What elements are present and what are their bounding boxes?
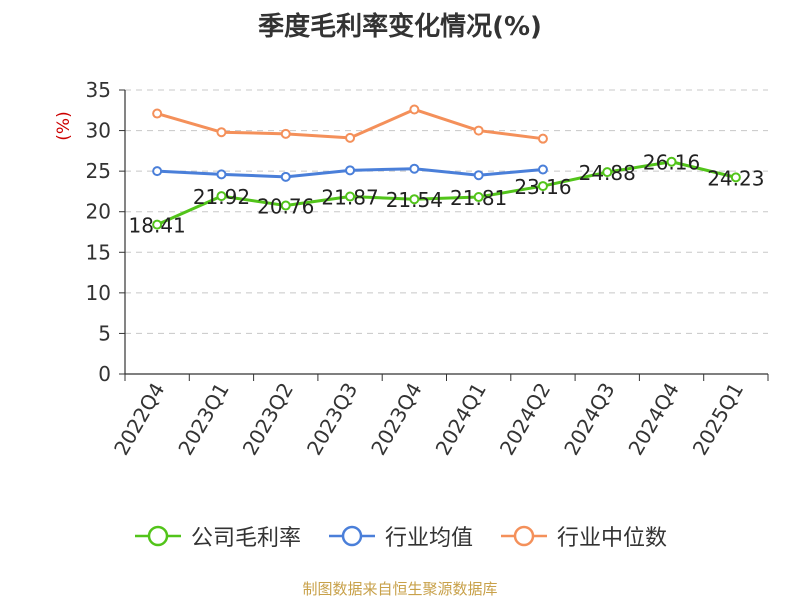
data-point <box>152 108 163 119</box>
legend-marker-icon <box>134 525 181 547</box>
source-note: 制图数据来自恒生聚源数据库 <box>302 580 498 598</box>
x-tick-label: 2024Q3 <box>559 379 619 460</box>
data-point <box>409 194 420 205</box>
data-point <box>345 132 356 143</box>
data-point <box>409 104 420 115</box>
legend-item-0: 公司毛利率 <box>133 520 301 552</box>
data-label: 21.81 <box>450 186 507 210</box>
data-label: 26.16 <box>643 151 700 175</box>
data-point <box>345 191 356 202</box>
legend: 公司毛利率 行业均值 行业中位数 <box>0 520 800 552</box>
x-tick-label: 2025Q1 <box>688 379 748 460</box>
y-tick-label: 35 <box>86 78 111 102</box>
legend-label: 公司毛利率 <box>190 526 301 551</box>
x-tick-label: 2022Q4 <box>109 379 169 460</box>
x-tick-label: 2024Q2 <box>495 379 555 460</box>
data-point <box>537 181 548 192</box>
data-point <box>280 171 291 182</box>
data-point <box>152 166 163 177</box>
x-tick-label: 2024Q1 <box>431 379 491 460</box>
x-tick-label: 2023Q4 <box>366 379 426 460</box>
data-label: 21.92 <box>193 185 250 209</box>
data-point <box>602 167 613 178</box>
data-point <box>345 165 356 176</box>
data-label: 23.16 <box>514 175 571 199</box>
data-label: 21.54 <box>386 188 443 212</box>
legend-item-2: 行业中位数 <box>499 520 667 552</box>
data-label: 20.76 <box>257 195 314 219</box>
data-point <box>152 219 163 230</box>
data-label: 18.41 <box>129 214 186 238</box>
x-tick-label: 2024Q4 <box>623 379 683 460</box>
data-point <box>537 164 548 175</box>
y-tick-label: 25 <box>86 159 111 183</box>
y-tick-label: 5 <box>98 321 111 345</box>
data-point <box>216 169 227 180</box>
data-point <box>537 133 548 144</box>
data-point <box>473 192 484 203</box>
y-axis-label: (%) <box>54 111 74 140</box>
data-point <box>473 125 484 136</box>
data-point <box>473 170 484 181</box>
data-point <box>280 128 291 139</box>
data-point <box>280 200 291 211</box>
data-point <box>409 163 420 174</box>
y-tick-label: 20 <box>86 200 111 224</box>
data-label: 24.88 <box>579 161 636 185</box>
chart-title: 季度毛利率变化情况(%) <box>258 12 542 42</box>
y-tick-label: 0 <box>98 362 111 386</box>
y-tick-label: 10 <box>86 281 111 305</box>
data-point <box>216 191 227 202</box>
series-line-0 <box>156 160 737 226</box>
data-point <box>216 127 227 138</box>
legend-marker-icon <box>328 525 375 547</box>
y-tick-label: 30 <box>86 119 111 143</box>
legend-label: 行业中位数 <box>557 526 668 551</box>
data-label: 21.87 <box>321 186 378 210</box>
legend-label: 行业均值 <box>384 526 473 551</box>
x-tick-label: 2023Q3 <box>302 379 362 460</box>
x-tick-label: 2023Q1 <box>173 379 233 460</box>
data-label: 24.23 <box>707 166 764 190</box>
x-tick-label: 2023Q2 <box>238 379 298 460</box>
legend-item-1: 行业均值 <box>327 520 473 552</box>
data-point <box>666 156 677 167</box>
y-tick-label: 15 <box>86 240 111 264</box>
data-point <box>730 172 741 183</box>
legend-marker-icon <box>501 525 547 547</box>
